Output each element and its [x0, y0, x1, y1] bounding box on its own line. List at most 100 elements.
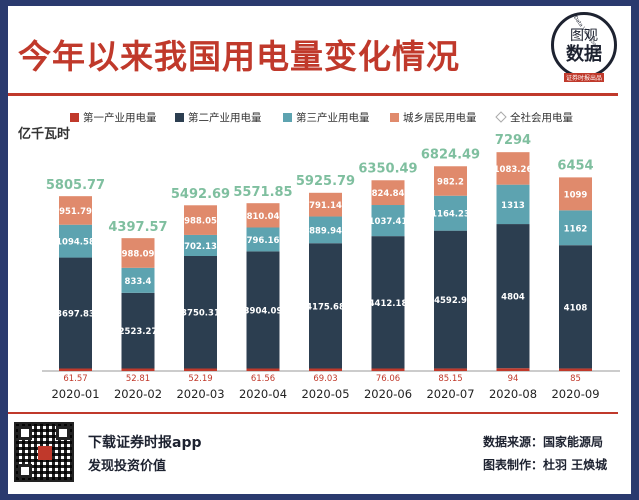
legend-label-3: 城乡居民用电量: [403, 111, 477, 124]
bar-1-0: [59, 257, 92, 369]
bar-label-3-0: 951.79: [59, 207, 92, 217]
total-label-3: 5571.85: [233, 185, 292, 200]
bar-label-3-7: 1083.26: [494, 165, 533, 175]
bar-3-8: [559, 177, 592, 211]
x-tick-label-1: 2020-02: [114, 387, 162, 401]
bar-2-6: [434, 195, 467, 231]
legend-label-4: 全社会用电量: [510, 111, 573, 124]
x-tick-label-8: 2020-09: [551, 387, 599, 401]
bar-label-1-6: 4592.9: [434, 296, 467, 306]
bar-label-2-0: 1094.58: [56, 238, 95, 248]
y-axis-label: 亿千瓦时: [18, 126, 70, 142]
bar-label-0-4: 69.03: [313, 374, 337, 384]
title-divider: [8, 93, 618, 96]
legend-swatch-1: [175, 113, 184, 122]
x-tick-label-3: 2020-04: [239, 387, 287, 401]
bar-label-3-2: 988.05: [184, 217, 217, 227]
bar-2-1: [121, 267, 155, 293]
bar-label-0-5: 76.06: [376, 374, 400, 384]
bar-1-5: [371, 236, 405, 369]
total-label-4: 5925.79: [296, 174, 355, 189]
bar-1-7: [496, 224, 530, 369]
bar-0-5: [371, 368, 405, 371]
bar-label-2-6: 1164.23: [431, 210, 470, 220]
x-tick-label-2: 2020-03: [176, 387, 224, 401]
legend-swatch-2: [283, 113, 292, 122]
bar-label-3-5: 824.84: [372, 189, 405, 199]
bar-2-2: [184, 234, 217, 256]
bar-label-3-6: 982.2: [437, 177, 464, 187]
bar-label-1-8: 4108: [564, 303, 588, 313]
logo-line1: 图观: [570, 28, 598, 44]
bar-0-7: [496, 368, 530, 371]
bar-label-0-3: 61.56: [251, 374, 275, 384]
legend-label-0: 第一产业用电量: [83, 111, 157, 124]
bar-0-8: [559, 368, 592, 371]
legend-swatch-3: [390, 113, 399, 122]
bar-1-3: [246, 251, 280, 369]
logo-line2: 数据: [566, 44, 602, 65]
qr-code[interactable]: [14, 422, 74, 482]
page-title: 今年以来我国用电量变化情况: [18, 37, 460, 76]
x-tick-label-6: 2020-07: [426, 387, 474, 401]
bar-label-3-3: 810.04: [247, 212, 280, 222]
bar-label-2-8: 1162: [564, 224, 588, 234]
bar-0-3: [246, 368, 280, 371]
x-tick-label-0: 2020-01: [51, 387, 99, 401]
bar-1-6: [434, 230, 467, 369]
bar-label-2-1: 833.4: [125, 277, 152, 287]
total-label-2: 5492.69: [171, 187, 230, 202]
legend-label-1: 第二产业用电量: [188, 111, 262, 124]
legend-label-2: 第三产业用电量: [296, 111, 370, 124]
total-label-8: 6454: [557, 158, 593, 173]
bar-0-0: [59, 368, 92, 371]
bar-label-0-2: 52.19: [188, 374, 212, 384]
bar-3-7: [496, 152, 530, 185]
bar-label-1-3: 3904.09: [244, 306, 283, 316]
bar-label-0-8: 85: [570, 374, 581, 384]
brand-logo: 图观 数据 证券时报出品 Data Visualization: [551, 12, 617, 82]
bar-label-3-8: 1099: [564, 190, 588, 200]
bar-label-3-1: 988.09: [122, 249, 155, 259]
bar-1-8: [559, 245, 592, 369]
download-app-text: 下载证券时报app: [88, 435, 202, 451]
x-tick-label-5: 2020-06: [364, 387, 412, 401]
bar-3-3: [246, 203, 280, 228]
total-label-5: 6350.49: [358, 161, 417, 176]
bar-label-0-6: 85.15: [438, 374, 462, 384]
bar-label-1-2: 3750.31: [181, 309, 220, 319]
bar-label-2-2: 702.13: [184, 242, 217, 252]
total-label-7: 7294: [495, 133, 531, 148]
x-tick-label-4: 2020-05: [301, 387, 349, 401]
bar-2-8: [559, 210, 592, 246]
slogan-text: 发现投资价值: [88, 459, 167, 474]
legend-swatch-0: [70, 113, 79, 122]
bar-0-6: [434, 368, 467, 371]
bar-0-1: [121, 368, 155, 371]
bar-2-7: [496, 184, 530, 225]
bar-label-2-4: 889.94: [309, 226, 342, 236]
bar-3-1: [121, 238, 155, 268]
bar-1-1: [121, 292, 155, 369]
bar-label-1-4: 4175.68: [306, 302, 345, 312]
bar-2-0: [59, 224, 92, 258]
bar-label-0-1: 52.81: [126, 374, 150, 384]
data-source-text: 数据来源：国家能源局: [483, 435, 604, 449]
bar-3-2: [184, 205, 217, 235]
total-label-6: 6824.49: [421, 147, 480, 162]
bar-0-2: [184, 368, 217, 371]
bar-label-1-1: 2523.27: [119, 327, 158, 337]
logo-line3: 证券时报出品: [563, 73, 604, 82]
footer-divider: [8, 412, 618, 414]
x-tick-label-7: 2020-08: [489, 387, 537, 401]
bar-1-4: [309, 243, 342, 369]
bar-label-1-7: 4804: [501, 293, 525, 303]
bar-label-2-7: 1313: [501, 201, 525, 211]
total-label-0: 5805.77: [46, 178, 105, 193]
bar-label-1-0: 3697.83: [56, 310, 95, 320]
bar-label-2-3: 796.16: [247, 236, 280, 246]
bar-3-5: [371, 180, 405, 206]
bar-label-0-0: 61.57: [63, 374, 87, 384]
bar-3-0: [59, 196, 92, 225]
